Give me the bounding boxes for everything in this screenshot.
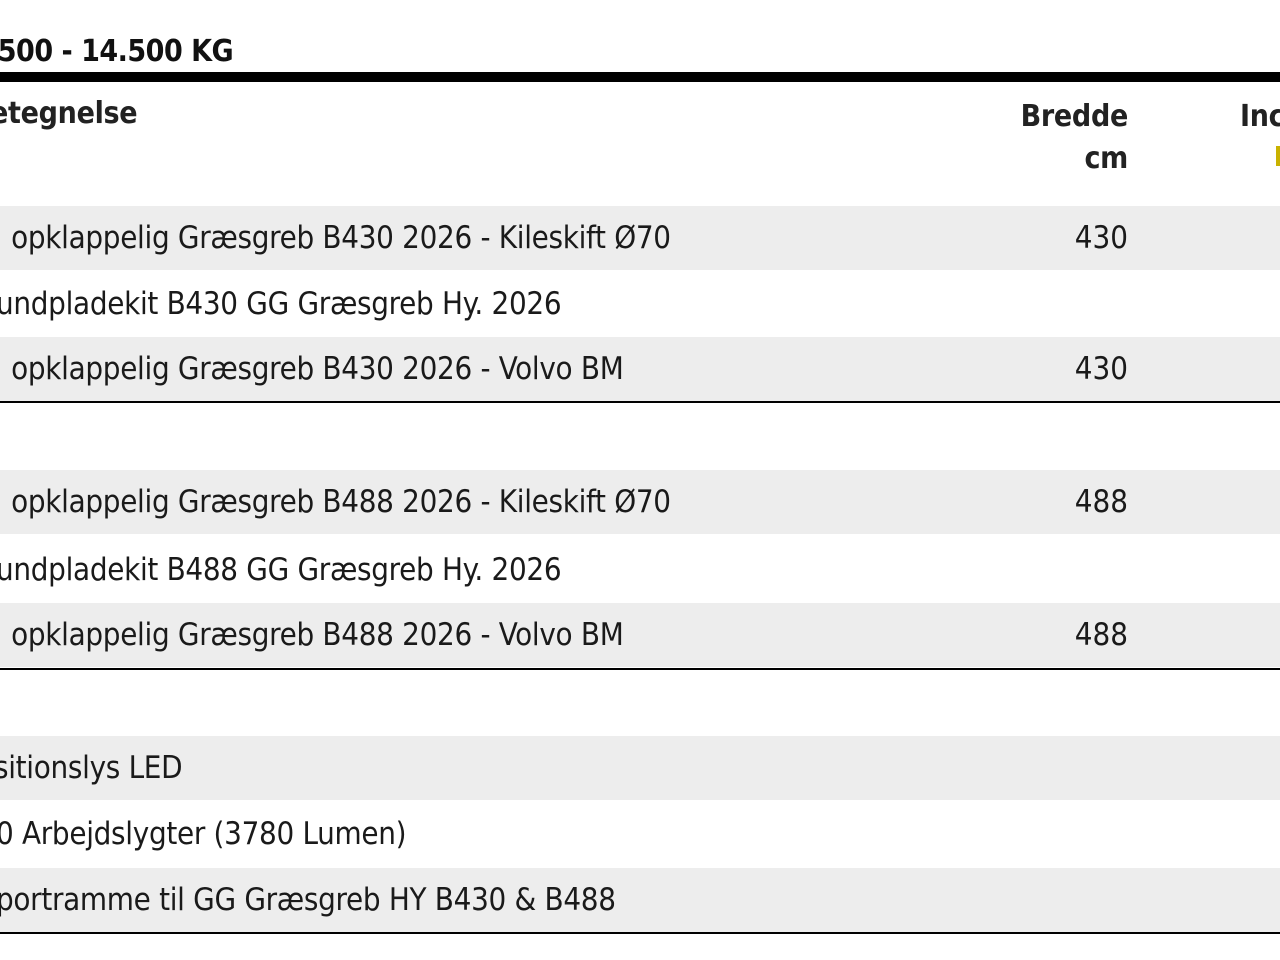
group-separator [0, 401, 1280, 403]
row-width: 488 [1074, 484, 1128, 520]
group-separator [0, 932, 1280, 934]
table-row: . opklappelig Græsgreb B488 2026 - Volvo… [0, 603, 1280, 667]
group-separator [0, 668, 1280, 670]
row-name: undpladekit B488 GG Græsgreb Hy. 2026 [0, 552, 562, 588]
column-header-width: Bredde cm [1020, 96, 1129, 180]
column-header-name: etegnelse [0, 96, 138, 131]
row-name: sitionslys LED [0, 750, 183, 786]
row-name: . opklappelig Græsgreb B430 2026 - Volvo… [0, 351, 624, 387]
row-name: portramme til GG Græsgreb HY B430 & B488 [0, 882, 616, 918]
section-heading: .500 - 14.500 KG [0, 34, 234, 69]
table-row: sitionslys LED [0, 736, 1280, 800]
table-row: 0 Arbejdslygter (3780 Lumen) [0, 802, 1280, 866]
table-row: undpladekit B488 GG Græsgreb Hy. 2026 [0, 538, 1280, 602]
column-header-extra-label: Inc [1240, 99, 1280, 134]
row-width: 430 [1074, 351, 1128, 387]
row-width: 488 [1074, 617, 1128, 653]
row-name: undpladekit B430 GG Græsgreb Hy. 2026 [0, 286, 562, 322]
table-row: undpladekit B430 GG Græsgreb Hy. 2026 [0, 272, 1280, 336]
table-row: . opklappelig Græsgreb B488 2026 - Kiles… [0, 470, 1280, 534]
column-header-width-label: Bredde [1020, 99, 1129, 134]
row-name: . opklappelig Græsgreb B430 2026 - Kiles… [0, 220, 671, 256]
table-row: . opklappelig Græsgreb B430 2026 - Volvo… [0, 337, 1280, 401]
row-name: 0 Arbejdslygter (3780 Lumen) [0, 816, 407, 852]
column-header-width-unit: cm [1084, 141, 1128, 176]
row-width: 430 [1074, 220, 1128, 256]
column-header-extra-mark [1276, 146, 1280, 166]
table-row: . opklappelig Græsgreb B430 2026 - Kiles… [0, 206, 1280, 270]
row-name: . opklappelig Græsgreb B488 2026 - Volvo… [0, 617, 624, 653]
column-header-extra: Inc [1240, 96, 1280, 166]
row-name: . opklappelig Græsgreb B488 2026 - Kiles… [0, 484, 671, 520]
heading-rule [0, 72, 1280, 82]
table-row: portramme til GG Græsgreb HY B430 & B488 [0, 868, 1280, 932]
